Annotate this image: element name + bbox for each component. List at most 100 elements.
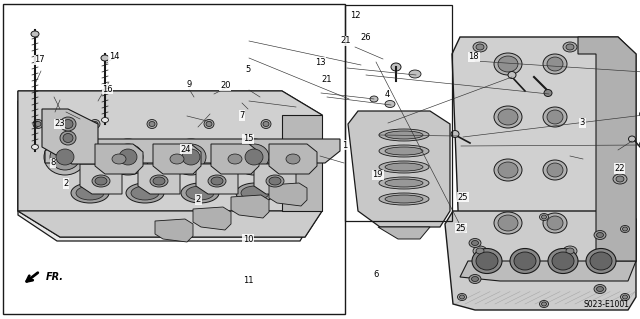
Ellipse shape	[385, 147, 423, 155]
Ellipse shape	[460, 227, 465, 231]
Ellipse shape	[623, 227, 627, 231]
Ellipse shape	[204, 120, 214, 129]
Text: 25: 25	[456, 224, 466, 233]
Ellipse shape	[60, 131, 76, 145]
Polygon shape	[269, 183, 307, 206]
Ellipse shape	[594, 231, 606, 240]
Text: 18: 18	[468, 52, 479, 61]
Text: 15: 15	[243, 134, 253, 143]
Polygon shape	[269, 144, 317, 174]
Text: 24: 24	[180, 145, 191, 154]
Text: 13: 13	[315, 58, 325, 67]
Polygon shape	[282, 115, 322, 211]
Ellipse shape	[241, 186, 269, 200]
Ellipse shape	[131, 186, 159, 200]
Ellipse shape	[170, 139, 212, 175]
Ellipse shape	[101, 55, 109, 61]
Bar	[3, 4, 345, 314]
Text: 19: 19	[372, 170, 383, 179]
Polygon shape	[254, 164, 296, 194]
Ellipse shape	[385, 179, 423, 187]
Polygon shape	[193, 207, 231, 230]
Ellipse shape	[44, 139, 86, 175]
Polygon shape	[231, 195, 269, 218]
Text: 5: 5	[246, 65, 251, 74]
Ellipse shape	[510, 249, 540, 273]
Ellipse shape	[391, 63, 401, 71]
Ellipse shape	[126, 183, 164, 203]
Ellipse shape	[596, 286, 604, 292]
Ellipse shape	[119, 149, 137, 165]
Polygon shape	[45, 139, 340, 163]
Ellipse shape	[245, 149, 263, 165]
Ellipse shape	[71, 183, 109, 203]
Ellipse shape	[269, 177, 281, 185]
Ellipse shape	[543, 54, 567, 74]
Ellipse shape	[469, 239, 481, 248]
Ellipse shape	[563, 246, 577, 256]
Text: 16: 16	[102, 85, 113, 94]
Ellipse shape	[56, 149, 74, 165]
Ellipse shape	[547, 163, 563, 177]
Ellipse shape	[60, 117, 76, 131]
Ellipse shape	[236, 183, 274, 203]
Ellipse shape	[472, 241, 479, 246]
Ellipse shape	[596, 233, 604, 238]
Text: 7: 7	[239, 111, 244, 120]
Ellipse shape	[543, 107, 567, 127]
Ellipse shape	[90, 120, 100, 129]
Ellipse shape	[102, 117, 109, 122]
Ellipse shape	[469, 275, 481, 284]
Polygon shape	[460, 261, 636, 281]
Text: 12: 12	[350, 11, 360, 20]
Text: 3: 3	[580, 118, 585, 127]
Ellipse shape	[206, 122, 212, 127]
Polygon shape	[18, 91, 322, 237]
Bar	[345, 5, 452, 221]
Ellipse shape	[508, 71, 516, 78]
Text: 22: 22	[614, 164, 625, 173]
Ellipse shape	[594, 285, 606, 293]
Ellipse shape	[261, 120, 271, 129]
Ellipse shape	[385, 195, 423, 203]
Ellipse shape	[92, 175, 110, 187]
Ellipse shape	[208, 175, 226, 187]
Ellipse shape	[621, 293, 630, 300]
Ellipse shape	[473, 42, 487, 52]
Ellipse shape	[63, 133, 73, 143]
Ellipse shape	[494, 212, 522, 234]
Ellipse shape	[228, 154, 242, 164]
Ellipse shape	[379, 177, 429, 189]
Ellipse shape	[621, 226, 630, 233]
Text: 10: 10	[243, 235, 253, 244]
Ellipse shape	[409, 70, 421, 78]
Polygon shape	[42, 109, 98, 164]
Polygon shape	[155, 219, 193, 242]
Text: 1: 1	[342, 141, 347, 150]
Ellipse shape	[476, 44, 484, 50]
Text: 14: 14	[109, 52, 119, 61]
Ellipse shape	[476, 248, 484, 254]
Ellipse shape	[547, 216, 563, 230]
Ellipse shape	[150, 175, 168, 187]
Ellipse shape	[540, 300, 548, 308]
Ellipse shape	[472, 249, 502, 273]
Ellipse shape	[33, 120, 43, 129]
Ellipse shape	[147, 120, 157, 129]
Ellipse shape	[233, 139, 275, 175]
Ellipse shape	[547, 57, 563, 71]
Ellipse shape	[31, 145, 38, 150]
Ellipse shape	[112, 154, 126, 164]
Ellipse shape	[379, 193, 429, 205]
Ellipse shape	[182, 149, 200, 165]
Ellipse shape	[476, 252, 498, 270]
Ellipse shape	[239, 144, 269, 170]
Text: 2: 2	[196, 195, 201, 204]
Polygon shape	[18, 101, 315, 241]
Polygon shape	[452, 37, 636, 281]
Text: 11: 11	[243, 276, 253, 285]
Ellipse shape	[498, 215, 518, 231]
Ellipse shape	[181, 183, 219, 203]
Ellipse shape	[379, 145, 429, 157]
Ellipse shape	[76, 186, 104, 200]
